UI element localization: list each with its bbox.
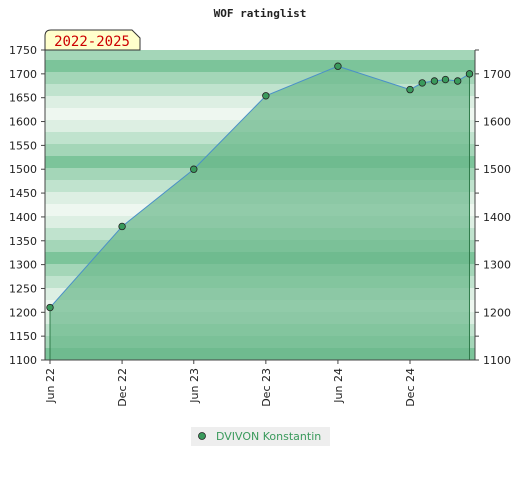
data-point (46, 303, 54, 312)
y-tick-label: 1150 (9, 330, 37, 343)
y-axis-left: 1100 1150 1200 1250 1300 1350 1400 1450 1500 1550… (9, 44, 45, 367)
y-tick-label: 1300 (483, 259, 511, 272)
y-tick-label: 1600 (483, 116, 511, 129)
y-tick-label: 1500 (483, 163, 511, 176)
data-point (334, 62, 342, 70)
y-tick-label: 1750 (9, 44, 37, 57)
y-tick-label: 1200 (483, 306, 511, 319)
x-tick-label: Dec 22 (116, 368, 129, 407)
x-axis: Jun 22 Dec 22 Jun 23 Dec 23 Jun 24 Dec 24 (44, 360, 417, 407)
y-tick-label: 1700 (483, 68, 511, 81)
chart-title: WOF ratinglist (214, 7, 307, 20)
data-point (406, 85, 414, 94)
y-axis-right: 1100 1200 1300 1400 1500 1600 1700 (475, 49, 511, 367)
y-tick-label: 1450 (9, 187, 37, 200)
x-tick-label: Dec 24 (404, 368, 417, 407)
x-tick-label: Jun 23 (188, 368, 201, 404)
y-tick-label: 1400 (9, 211, 37, 224)
y-tick-label: 1500 (9, 163, 37, 176)
y-tick-label: 1650 (9, 92, 37, 105)
y-tick-label: 1550 (9, 139, 37, 152)
axis-layer (44, 50, 476, 361)
background-band (45, 60, 475, 72)
data-point (430, 77, 439, 85)
data-point (418, 79, 426, 87)
background-band (45, 50, 475, 60)
y-tick-label: 1200 (9, 306, 37, 319)
data-point (441, 75, 450, 84)
y-tick-label: 1250 (9, 282, 37, 295)
y-tick-label: 1100 (483, 354, 511, 367)
data-point (465, 70, 474, 78)
legend-label: DVIVON Konstantin (216, 430, 321, 443)
y-tick-label: 1300 (9, 259, 37, 272)
data-point (118, 222, 126, 231)
series-area (50, 66, 470, 360)
y-tick-label: 1400 (483, 211, 511, 224)
y-tick-label: 1700 (9, 68, 37, 81)
period-badge-label: 2022-2025 (54, 34, 130, 50)
x-tick-label: Jun 24 (332, 368, 345, 404)
legend[interactable]: DVIVON Konstantin (191, 427, 330, 446)
period-badge-shape (44, 29, 141, 51)
y-tick-label: 1350 (9, 235, 37, 248)
data-point (190, 165, 198, 173)
background-band (45, 72, 475, 84)
data-point (262, 92, 270, 100)
x-tick-label: Jun 22 (44, 368, 57, 404)
legend-marker (198, 432, 206, 440)
data-points (46, 62, 474, 312)
legend-box (191, 427, 330, 446)
x-tick-label: Dec 23 (260, 368, 273, 407)
y-tick-label: 1600 (9, 116, 37, 129)
y-tick-label: 1100 (9, 354, 37, 367)
period-badge: 2022-2025 (44, 29, 141, 51)
data-point (453, 77, 462, 85)
